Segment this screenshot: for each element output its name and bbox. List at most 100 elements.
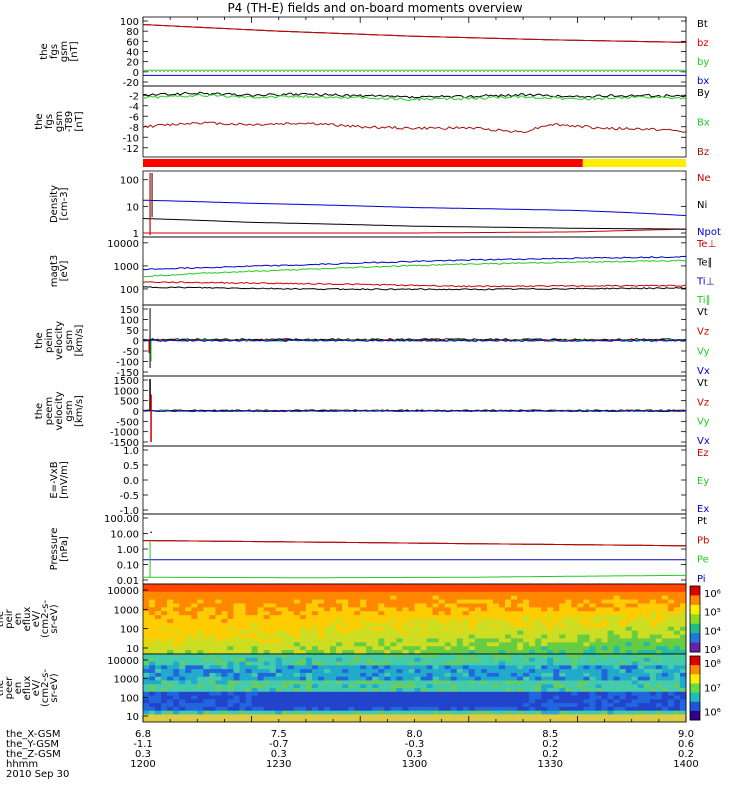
spectrogram-cell [197, 676, 204, 681]
spectrogram-cell [197, 595, 204, 601]
spectrogram-cell [281, 657, 289, 663]
spectrogram-cell [607, 584, 615, 589]
spectrogram-cell [203, 587, 210, 593]
spectrogram-cell [444, 684, 452, 689]
spectrogram-cell [631, 638, 639, 643]
spectrogram-cell [221, 672, 228, 678]
spectrogram-cell [215, 650, 222, 655]
spectrogram-cell [227, 619, 234, 624]
spectrogram-cell [438, 615, 446, 620]
spectrogram-cell [149, 710, 156, 715]
spectrogram-cell [209, 622, 216, 628]
spectrogram-cell [348, 630, 355, 636]
spectrogram-cell [227, 634, 234, 639]
spectrogram-cell [462, 672, 470, 678]
y-tick-label: 100 [120, 625, 139, 636]
spectrogram-cell [317, 584, 325, 589]
spectrogram-cell [324, 695, 331, 700]
spectrogram-cell [191, 615, 198, 620]
spectrogram-cell [420, 718, 428, 723]
spectrogram-cell [468, 706, 476, 712]
spectrogram-cell [625, 706, 633, 712]
spectrogram-cell [185, 638, 192, 643]
spectrogram-cell [679, 710, 687, 715]
spectrogram-cell [360, 703, 367, 708]
spectrogram-cell [511, 595, 518, 601]
spectrogram-cell [185, 599, 192, 604]
spectrogram-cell [269, 714, 277, 719]
spectrogram-cell [601, 714, 609, 719]
spectrogram-cell [408, 718, 415, 723]
spectrogram-cell [438, 676, 446, 681]
spectrogram-cell [529, 688, 536, 693]
spectrogram-cell [311, 622, 319, 628]
spectrogram-cell [553, 695, 560, 700]
series-density-Ni [142, 218, 686, 230]
spectrogram-cell [535, 669, 542, 674]
spectrogram-cell [420, 619, 428, 624]
spectrogram-cell [173, 622, 180, 628]
spectrogram-cell [667, 654, 675, 659]
spectrogram-cell [625, 626, 633, 632]
spectrogram-cell [167, 706, 174, 712]
spectrogram-cell [354, 699, 361, 704]
spectrogram-cell [360, 626, 367, 632]
spectrogram-cell [191, 665, 198, 670]
spectrogram-cell [571, 710, 578, 715]
spectrogram-cell [673, 615, 681, 620]
spectrogram-cell [468, 603, 476, 608]
spectrogram-cell [492, 672, 500, 678]
spectrogram-cell [366, 699, 373, 704]
spectrogram-cell [505, 611, 512, 616]
spectrogram-cell [384, 654, 391, 659]
spectrogram-cell [649, 634, 657, 639]
spectrogram-cell [311, 591, 319, 597]
spectrogram-cell [631, 718, 639, 723]
spectrogram-cell [577, 634, 584, 639]
spectrogram-cell [565, 684, 572, 689]
series-fgs-Bt [142, 24, 687, 43]
spectrogram-cell [269, 691, 277, 697]
spectrogram-cell [571, 672, 578, 678]
ephemeris-value: 0.2 [542, 749, 558, 760]
spectrogram-cell [281, 680, 289, 685]
y-axis-label: Pressure [nPa] [49, 528, 70, 571]
y-label-part: (cm2-s- [40, 600, 51, 638]
spectrogram-cell [354, 665, 361, 670]
spectrogram-cell [251, 669, 259, 674]
spectrogram-cell [221, 626, 228, 632]
spectrogram-cell [571, 634, 578, 639]
spectrogram-cell [161, 695, 168, 700]
spectrogram-cell [330, 657, 337, 663]
spectrogram-cell [191, 706, 198, 712]
spectrogram-cell [456, 691, 464, 697]
spectrogram-cell [324, 642, 331, 647]
spectrogram-cell [679, 714, 687, 719]
spectrogram-cell [595, 615, 603, 620]
spectrogram-cell [275, 646, 283, 651]
spectrogram-cell [330, 676, 337, 681]
spectrogram-cell [281, 714, 289, 719]
spectrogram-cell [209, 638, 216, 643]
spectrogram-cell [547, 688, 554, 693]
spectrogram-cell [474, 714, 482, 719]
spectrogram-cell [257, 591, 265, 597]
spectrogram-cell [486, 591, 494, 597]
spectrogram-cell [595, 669, 603, 674]
spectrogram-cell [414, 591, 422, 597]
spectrogram-cell [529, 661, 536, 666]
series-fgs-bz [142, 24, 687, 43]
spectrogram-cell [299, 630, 307, 636]
spectrogram-cell [505, 657, 512, 663]
spectrogram-cell [450, 587, 458, 593]
spectrogram-cell [221, 665, 228, 670]
spectrogram-cell [155, 680, 162, 685]
spectrogram-cell [655, 615, 663, 620]
spectrogram-cell [336, 646, 343, 651]
spectrogram-cell [517, 638, 524, 643]
spectrogram-cell [390, 642, 397, 647]
spectrogram-cell [571, 688, 578, 693]
spectrogram-cell [173, 603, 180, 608]
spectrogram-cell [179, 661, 186, 666]
spectrogram-cell [317, 650, 325, 655]
